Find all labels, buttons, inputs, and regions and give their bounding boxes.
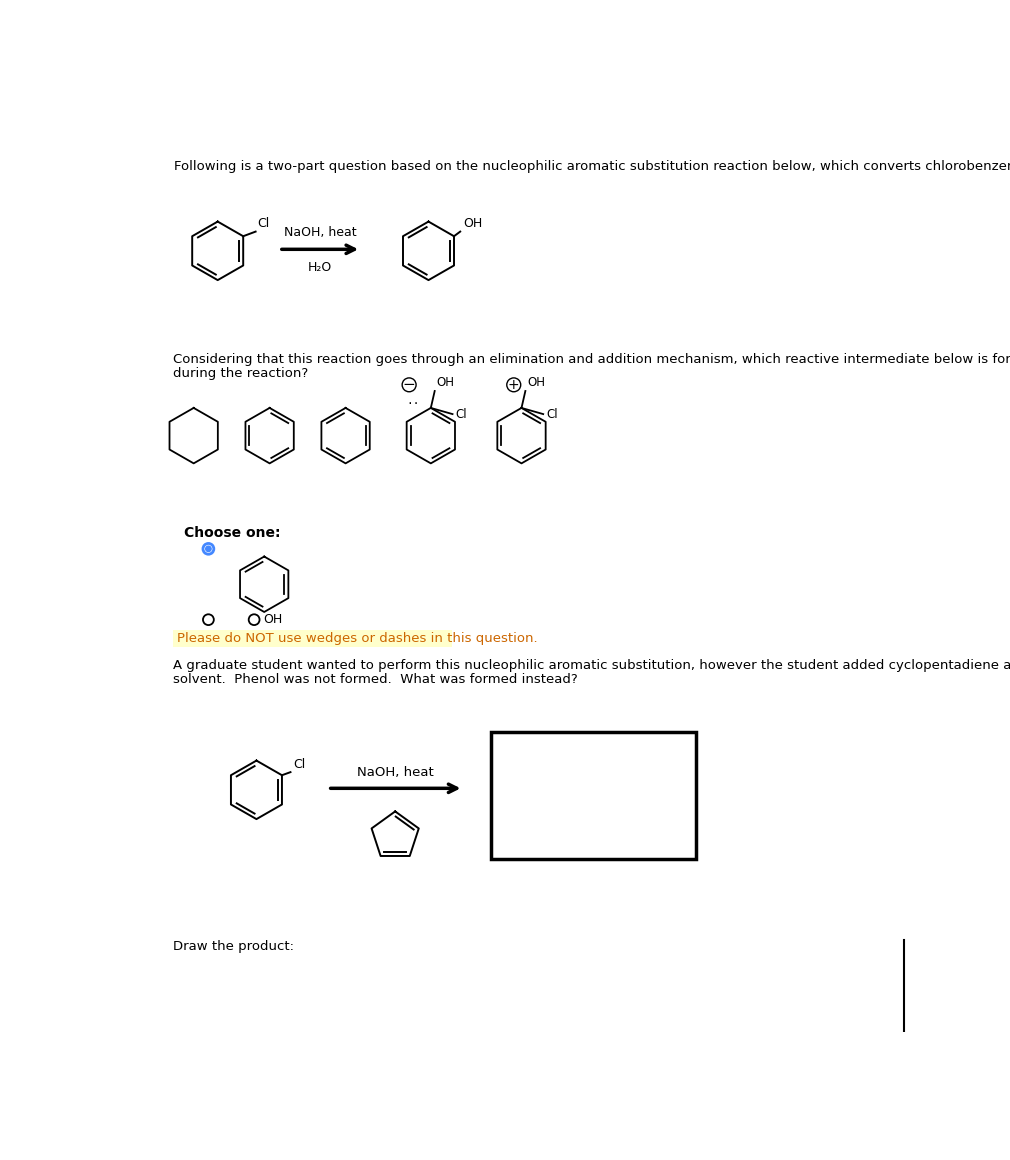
Bar: [491, 732, 696, 860]
Text: OH: OH: [527, 377, 545, 390]
Text: Cl: Cl: [258, 217, 270, 230]
Text: during the reaction?: during the reaction?: [173, 367, 308, 380]
Text: H₂O: H₂O: [308, 261, 332, 274]
Text: Cl: Cl: [546, 407, 558, 421]
Text: OH: OH: [464, 217, 483, 230]
Text: Cl: Cl: [293, 757, 305, 770]
FancyBboxPatch shape: [173, 631, 451, 647]
Text: −: −: [403, 377, 415, 392]
Text: NaOH, heat: NaOH, heat: [357, 766, 433, 780]
Text: A graduate student wanted to perform this nucleophilic aromatic substitution, ho: A graduate student wanted to perform thi…: [173, 659, 1010, 672]
Text: +: +: [508, 378, 519, 392]
Text: Choose one:: Choose one:: [185, 525, 281, 539]
Text: NaOH, heat: NaOH, heat: [284, 226, 357, 239]
Text: Please do NOT use wedges or dashes in this question.: Please do NOT use wedges or dashes in th…: [177, 632, 537, 645]
Circle shape: [206, 546, 211, 551]
Text: OH: OH: [264, 614, 283, 626]
Text: Cl: Cl: [456, 407, 468, 421]
Text: Considering that this reaction goes through an elimination and addition mechanis: Considering that this reaction goes thro…: [173, 354, 1010, 367]
Text: OH: OH: [436, 377, 454, 390]
Text: Draw the product:: Draw the product:: [173, 940, 294, 954]
Text: ..: ..: [406, 396, 420, 406]
Text: Following is a two-part question based on the nucleophilic aromatic substitution: Following is a two-part question based o…: [175, 160, 1010, 173]
Text: solvent.  Phenol was not formed.  What was formed instead?: solvent. Phenol was not formed. What was…: [173, 673, 578, 686]
